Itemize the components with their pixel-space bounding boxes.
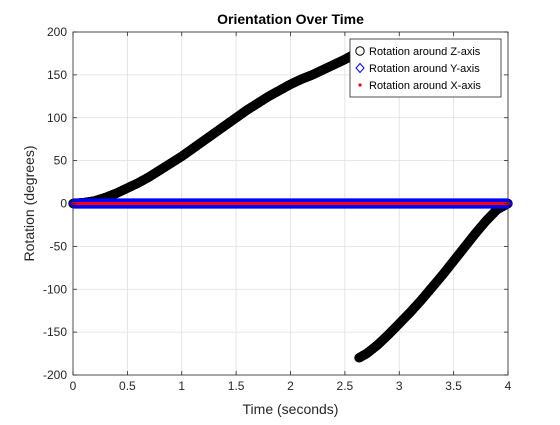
y-tick-label: -50 [50, 239, 68, 253]
axis-ticks: 0 0.5 1 1.5 2 2.5 3 3.5 4 -200 -150 -100 -50 0 50 100 15… [43, 25, 512, 393]
legend-marker-circle [355, 46, 365, 56]
y-axis-label: Rotation (degrees) [21, 146, 37, 262]
y-tick-label: 0 [60, 197, 67, 211]
x-tick-label: 1.5 [228, 379, 245, 393]
x-tick-label: 3 [396, 379, 403, 393]
x-tick-label: 1 [178, 379, 185, 393]
y-tick-label: 150 [47, 68, 67, 82]
x-axis-label: Time (seconds) [243, 401, 339, 417]
legend-marker-point [358, 83, 362, 87]
x-tick-label: 4 [505, 379, 512, 393]
y-tick-label: -150 [43, 325, 67, 339]
y-tick-label: 200 [47, 25, 67, 39]
x-tick-label: 2.5 [337, 379, 354, 393]
series-diamond [68, 198, 513, 209]
y-tick-label: -200 [43, 368, 67, 382]
legend-label-y: Rotation around Y-axis [369, 63, 480, 75]
x-tick-label: 2 [287, 379, 294, 393]
series-point [71, 202, 510, 205]
y-tick-label: -100 [43, 282, 67, 296]
legend-label-z: Rotation around Z-axis [369, 46, 481, 58]
legend-box [349, 38, 502, 98]
y-tick-label: 50 [54, 154, 68, 168]
legend-marker-diamond [355, 62, 365, 74]
series-marks [68, 44, 513, 363]
y-tick-label: 100 [47, 111, 67, 125]
x-tick-label: 0.5 [119, 379, 136, 393]
x-tick-label: 3.5 [445, 379, 462, 393]
x-tick-label: 0 [70, 379, 77, 393]
chart-title: Orientation Over Time [217, 11, 364, 27]
legend: Rotation around Z-axis Rotation around Y… [349, 38, 502, 98]
legend-label-x: Rotation around X-axis [369, 80, 481, 92]
